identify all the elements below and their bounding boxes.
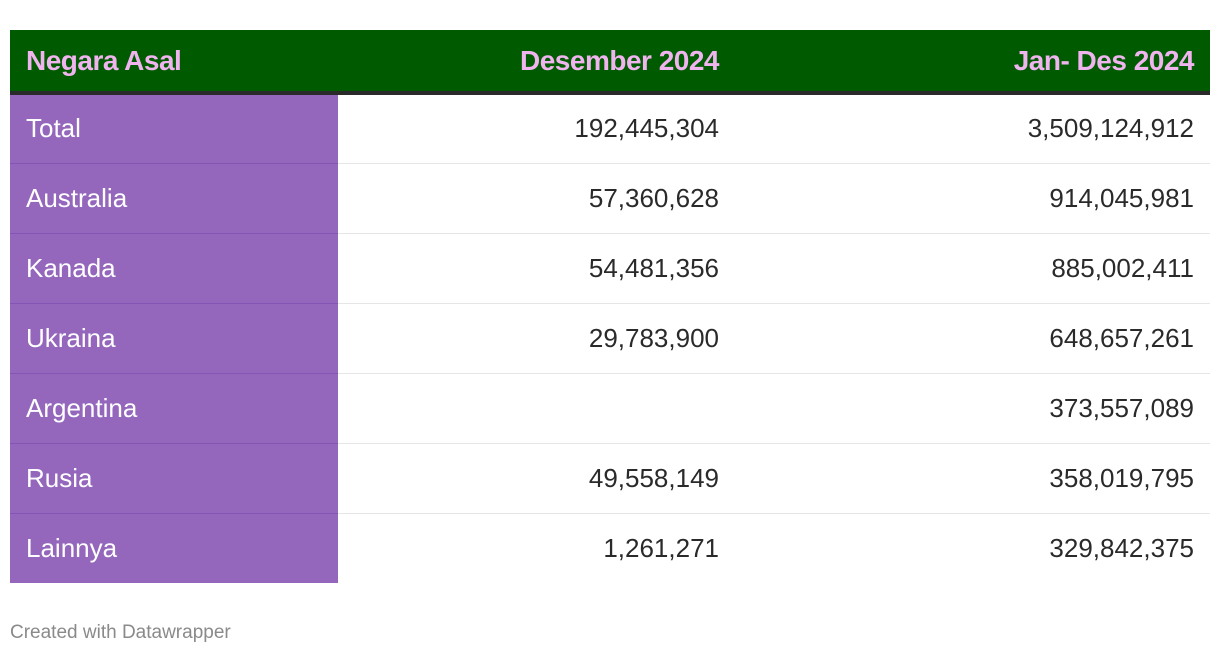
cell-country: Kanada — [10, 233, 338, 304]
cell-year: 373,557,089 — [735, 373, 1210, 444]
table-row: Lainnya 1,261,271 329,842,375 — [10, 513, 1210, 583]
table-row: Total 192,445,304 3,509,124,912 — [10, 93, 1210, 164]
cell-country: Australia — [10, 163, 338, 234]
column-header-december: Desember 2024 — [338, 30, 735, 95]
table-row: Rusia 49,558,149 358,019,795 — [10, 443, 1210, 514]
cell-country: Rusia — [10, 443, 338, 514]
cell-year: 914,045,981 — [735, 163, 1210, 234]
cell-december: 54,481,356 — [338, 233, 735, 304]
table-row: Argentina 373,557,089 — [10, 373, 1210, 444]
table-row: Kanada 54,481,356 885,002,411 — [10, 233, 1210, 304]
column-header-country: Negara Asal — [10, 30, 338, 95]
cell-country: Total — [10, 93, 338, 164]
cell-december — [338, 373, 735, 444]
table-row: Australia 57,360,628 914,045,981 — [10, 163, 1210, 234]
cell-december: 29,783,900 — [338, 303, 735, 374]
cell-year: 648,657,261 — [735, 303, 1210, 374]
table-row: Ukraina 29,783,900 648,657,261 — [10, 303, 1210, 374]
table-header: Negara Asal Desember 2024 Jan- Des 2024 — [10, 30, 1210, 95]
data-table: Negara Asal Desember 2024 Jan- Des 2024 To… — [10, 30, 1210, 583]
cell-year: 3,509,124,912 — [735, 93, 1210, 164]
cell-december: 192,445,304 — [338, 93, 735, 164]
column-header-year: Jan- Des 2024 — [735, 30, 1210, 95]
cell-country: Ukraina — [10, 303, 338, 374]
cell-december: 1,261,271 — [603, 532, 719, 563]
cell-december: 49,558,149 — [338, 443, 735, 514]
cell-december: 57,360,628 — [338, 163, 735, 234]
header-row: Negara Asal Desember 2024 Jan- Des 2024 — [10, 30, 1210, 95]
footer-credit: Created with Datawrapper — [10, 622, 231, 643]
cell-year: 329,842,375 — [1049, 532, 1194, 563]
cell-year: 358,019,795 — [735, 443, 1210, 514]
data-table-container: Negara Asal Desember 2024 Jan- Des 2024 To… — [10, 30, 1210, 583]
cell-year: 885,002,411 — [735, 233, 1210, 304]
cell-country: Argentina — [10, 373, 338, 444]
table-body: Total 192,445,304 3,509,124,912 Australia 57… — [10, 93, 1210, 583]
cell-country: Lainnya — [10, 513, 338, 583]
